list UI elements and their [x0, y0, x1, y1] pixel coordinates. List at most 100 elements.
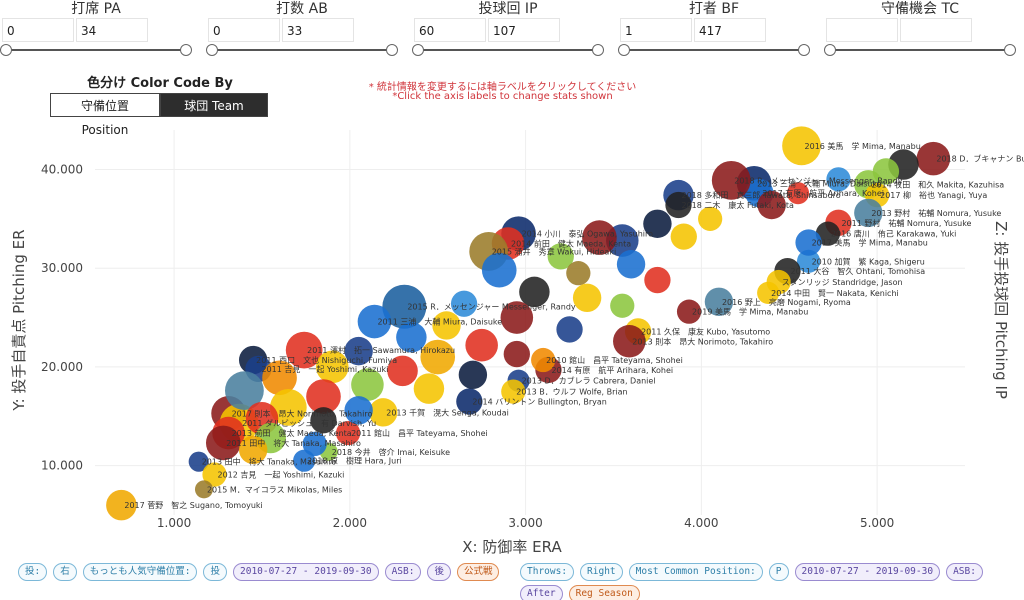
max-input[interactable]: 417: [694, 18, 766, 42]
bubble[interactable]: [665, 191, 692, 219]
bubble[interactable]: [854, 198, 883, 228]
slider-handle[interactable]: [180, 44, 192, 56]
bubble[interactable]: [698, 206, 723, 231]
bubble[interactable]: [547, 243, 574, 270]
bubble[interactable]: [676, 299, 702, 324]
bubble[interactable]: [413, 373, 445, 404]
bubble[interactable]: [310, 407, 337, 434]
bubble[interactable]: [106, 489, 137, 521]
color-code-button[interactable]: 球団 Team: [160, 93, 268, 117]
bubble[interactable]: [643, 209, 672, 238]
bubble[interactable]: [616, 250, 646, 279]
bubble[interactable]: [519, 276, 550, 308]
bubble[interactable]: [826, 167, 851, 192]
bubble[interactable]: [757, 281, 780, 304]
bubble[interactable]: [500, 301, 534, 334]
bubble[interactable]: [188, 451, 209, 472]
bubble[interactable]: [456, 388, 483, 415]
filter-chip[interactable]: 2010-07-27 - 2019-09-30: [794, 563, 941, 581]
bubble[interactable]: [387, 355, 418, 387]
bubble[interactable]: [344, 336, 373, 366]
min-input[interactable]: [826, 18, 898, 42]
bubble[interactable]: [202, 462, 227, 487]
slider-handle[interactable]: [0, 44, 12, 56]
bubble[interactable]: [782, 126, 821, 166]
filter-chip[interactable]: Right: [580, 563, 623, 581]
filter-chip[interactable]: ASB:: [384, 563, 422, 581]
max-input[interactable]: [900, 18, 972, 42]
slider-handle[interactable]: [412, 44, 424, 56]
bubble[interactable]: [269, 389, 307, 426]
filter-chip[interactable]: 投: [203, 563, 227, 581]
min-input[interactable]: 0: [2, 18, 74, 42]
bubble[interactable]: [786, 182, 810, 205]
bubble[interactable]: [795, 229, 822, 256]
bubble[interactable]: [644, 266, 671, 294]
filter-chip[interactable]: ASB:: [946, 563, 983, 581]
bubble[interactable]: [711, 160, 751, 200]
min-input[interactable]: 0: [208, 18, 280, 42]
bubble[interactable]: [335, 420, 361, 446]
bubble[interactable]: [344, 396, 373, 425]
max-input[interactable]: 34: [76, 18, 148, 42]
bubble[interactable]: [501, 379, 526, 404]
max-input[interactable]: 107: [488, 18, 560, 42]
bubble[interactable]: [357, 304, 392, 339]
bubble[interactable]: [582, 220, 617, 255]
min-input[interactable]: 1: [620, 18, 692, 42]
bubble[interactable]: [306, 379, 341, 414]
color-code-button[interactable]: 守備位置 Position: [50, 93, 160, 137]
bubble[interactable]: [315, 350, 349, 384]
bubble[interactable]: [420, 339, 456, 375]
filter-chip[interactable]: P: [768, 563, 789, 581]
slider-handle[interactable]: [798, 44, 810, 56]
filter-chip[interactable]: 右: [53, 563, 77, 581]
bubble[interactable]: [757, 190, 786, 220]
bubble[interactable]: [396, 322, 427, 353]
bubble[interactable]: [815, 221, 841, 246]
bubble[interactable]: [796, 249, 821, 273]
bubble[interactable]: [670, 223, 697, 250]
filter-chip[interactable]: After: [520, 585, 563, 600]
bubble[interactable]: [194, 480, 213, 499]
slider-handle[interactable]: [592, 44, 604, 56]
bubble[interactable]: [465, 328, 498, 362]
slider-handle[interactable]: [206, 44, 218, 56]
bubble[interactable]: [351, 368, 384, 401]
bubble[interactable]: [572, 283, 602, 313]
bubble[interactable]: [556, 316, 583, 343]
bubble[interactable]: [481, 252, 517, 288]
filter-chip[interactable]: 2010-07-27 - 2019-09-30: [233, 563, 379, 581]
bubble[interactable]: [458, 360, 488, 390]
bubble[interactable]: [704, 287, 734, 316]
bubble[interactable]: [450, 290, 478, 317]
slider-handle[interactable]: [386, 44, 398, 56]
filter-chip[interactable]: Throws:: [520, 563, 575, 581]
bubble[interactable]: [224, 371, 264, 411]
bubble[interactable]: [369, 398, 398, 427]
filter-chip[interactable]: Most Common Position:: [628, 563, 763, 581]
bubble[interactable]: [531, 347, 556, 373]
min-input[interactable]: 60: [414, 18, 486, 42]
z-axis-title[interactable]: Z: 投手投球回 Pitching IP: [992, 221, 1010, 399]
x-axis-title[interactable]: X: 防御率 ERA: [462, 538, 562, 556]
filter-chip[interactable]: Reg Season: [568, 585, 640, 600]
bubble[interactable]: [238, 435, 268, 465]
filter-chip[interactable]: 投:: [18, 563, 48, 581]
bubble[interactable]: [610, 293, 635, 318]
filter-chip[interactable]: 公式戦: [456, 563, 500, 581]
slider-handle[interactable]: [824, 44, 836, 56]
bubble[interactable]: [503, 340, 530, 368]
bubble[interactable]: [302, 431, 327, 457]
bubble[interactable]: [293, 449, 316, 472]
bubble[interactable]: [382, 284, 427, 329]
bubble[interactable]: [432, 311, 461, 340]
bubble[interactable]: [262, 360, 297, 396]
bubble[interactable]: [566, 261, 591, 286]
bubble[interactable]: [916, 141, 951, 176]
bubble[interactable]: [872, 158, 900, 185]
filter-chip[interactable]: 後: [427, 563, 451, 581]
y-axis-title[interactable]: Y: 投手自責点 Pitching ER: [10, 229, 28, 411]
max-input[interactable]: 33: [282, 18, 354, 42]
slider-handle[interactable]: [618, 44, 630, 56]
